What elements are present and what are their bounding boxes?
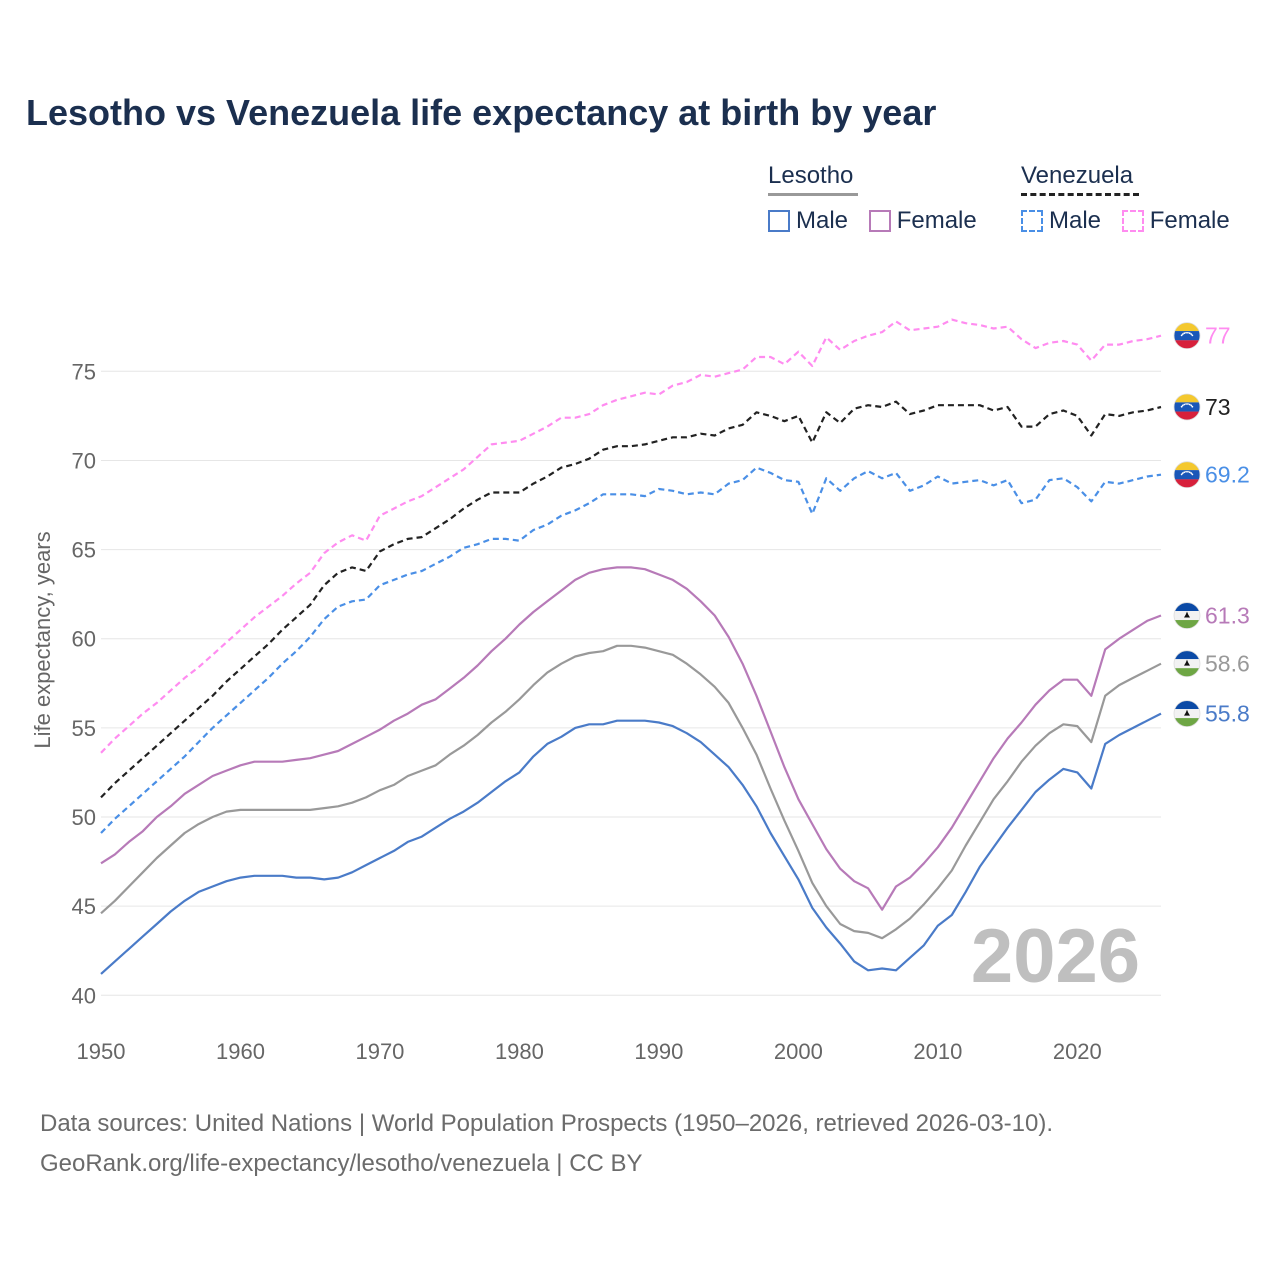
y-tick-label: 50 [72, 805, 96, 830]
chart-title: Lesotho vs Venezuela life expectancy at … [26, 92, 937, 133]
legend-lesotho-female[interactable]: Female [868, 206, 977, 235]
series-line-lesotho-male[interactable] [100, 712, 1162, 975]
legend-venezuela-line [1021, 193, 1139, 196]
legend-venezuela-female-label: Female [1149, 206, 1230, 234]
x-tick-label: 2000 [774, 1039, 823, 1064]
x-tick-label: 1960 [216, 1039, 265, 1064]
venezuela-flag-icon [1173, 461, 1201, 489]
series-line-lesotho-female[interactable] [100, 566, 1162, 911]
legend-venezuela: Venezuela Male Female [1021, 162, 1244, 235]
end-label-lesotho-total: 58.6 [1205, 651, 1250, 677]
series-line-venezuela-total[interactable] [100, 400, 1162, 799]
legend-lesotho: Lesotho Male Female [768, 162, 991, 235]
lesotho-flag-icon [1173, 650, 1201, 678]
y-tick-label: 65 [72, 538, 96, 563]
series-line-lesotho-total[interactable] [100, 644, 1162, 940]
series-line-venezuela-male[interactable] [100, 466, 1162, 834]
legend-lesotho-line [768, 193, 858, 196]
x-tick-label: 2010 [913, 1039, 962, 1064]
legend-venezuela-male[interactable]: Male [1021, 207, 1101, 235]
legend-venezuela-male-label: Male [1049, 206, 1102, 234]
x-tick-label: 1950 [77, 1039, 126, 1064]
legend-lesotho-heading: Lesotho [768, 162, 854, 189]
y-tick-label: 75 [72, 359, 96, 384]
legend-swatch-lesotho-female [868, 209, 891, 232]
footer-link[interactable]: GeoRank.org/life-expectancy/lesotho/vene… [40, 1150, 643, 1177]
legend-lesotho-female-label: Female [896, 206, 977, 234]
end-label-venezuela-total: 73 [1205, 394, 1231, 420]
legend-swatch-venezuela-female [1121, 209, 1144, 232]
legend-swatch-lesotho-male [768, 209, 790, 232]
lesotho-flag-icon [1173, 602, 1201, 629]
x-tick-label: 1990 [634, 1039, 683, 1064]
y-tick-label: 60 [72, 627, 96, 652]
x-tick-label: 1980 [495, 1039, 544, 1064]
y-tick-label: 70 [72, 448, 96, 473]
y-tick-label: 45 [72, 894, 96, 919]
footer-sources: Data sources: United Nations | World Pop… [40, 1110, 1054, 1137]
y-tick-label: 40 [72, 983, 96, 1008]
x-tick-label: 1970 [355, 1039, 404, 1064]
end-label-lesotho-male: 55.8 [1205, 701, 1250, 727]
venezuela-flag-icon [1173, 322, 1201, 350]
year-watermark: 2026 [971, 914, 1140, 999]
end-label-lesotho-female: 61.3 [1205, 603, 1250, 629]
footer: Data sources: United Nations | World Pop… [40, 1104, 1053, 1184]
legend-swatch-venezuela-male [1021, 209, 1043, 232]
venezuela-flag-icon [1173, 393, 1201, 421]
lesotho-flag-icon [1173, 700, 1201, 727]
end-label-venezuela-female: 77 [1205, 323, 1231, 349]
legend-venezuela-heading: Venezuela [1021, 162, 1134, 189]
x-tick-label: 2020 [1053, 1039, 1102, 1064]
legend-lesotho-male[interactable]: Male [768, 207, 848, 235]
y-axis-label: Life expectancy, years [30, 531, 55, 748]
end-label-venezuela-male: 69.2 [1205, 462, 1250, 488]
legend-lesotho-male-label: Male [796, 206, 849, 234]
y-tick-label: 55 [72, 716, 96, 741]
legend-venezuela-female[interactable]: Female [1121, 206, 1230, 235]
series-line-venezuela-female[interactable] [100, 318, 1162, 754]
